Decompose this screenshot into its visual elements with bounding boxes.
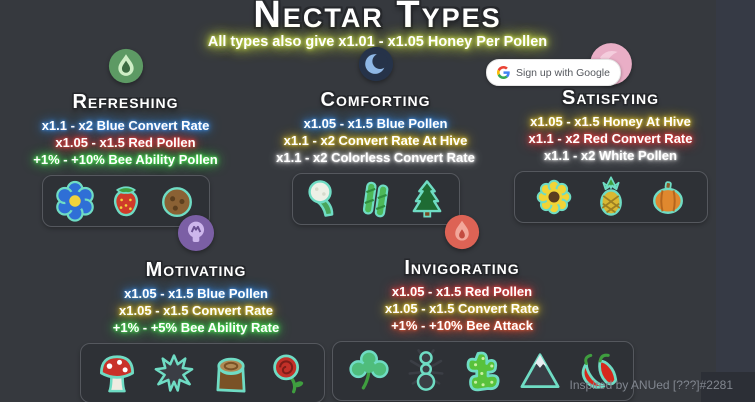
pumpkin-icon [652, 181, 683, 214]
background-strip [716, 0, 755, 402]
google-signup-label: Sign up with Google [516, 66, 610, 79]
section-satisfying: Satisfying x1.05 - x1.5 Honey At Hive x1… [488, 42, 733, 224]
crescent-moon-icon [358, 46, 394, 82]
pine-tree-icon [412, 180, 441, 218]
ant-icon [408, 349, 444, 391]
item-box-satisfying [513, 171, 708, 223]
bamboo-icon [362, 181, 388, 218]
section-motivating: Motivating x1.05 - x1.5 Blue Pollen x1.0… [80, 214, 325, 402]
sunflower-icon [536, 179, 571, 215]
peppers-icon [581, 353, 618, 389]
item-box-comforting [291, 173, 460, 225]
stat-line: +1% - +10% Bee Ability Pollen [33, 152, 218, 167]
section-title-comforting: Comforting [320, 89, 431, 111]
page-subtitle: All types also give x1.01 - x1.05 Honey … [207, 34, 548, 50]
background-corner [701, 372, 755, 402]
flame-icon [444, 214, 480, 250]
spider-icon [154, 354, 194, 392]
stat-line: x1.1 - x2 White Pollen [544, 148, 677, 163]
red-mushroom-icon [100, 355, 134, 393]
stat-line: x1.05 - x1.5 Red Pollen [391, 284, 533, 299]
section-invigorating: Invigorating x1.05 - x1.5 Red Pollen x1.… [332, 214, 634, 401]
stat-line: x1.05 - x1.5 Red Pollen [55, 135, 196, 150]
coconut-icon [161, 187, 192, 218]
stat-line: x1.05 - x1.5 Blue Pollen [303, 116, 448, 131]
stat-line: x1.1 - x2 Red Convert Rate [528, 131, 693, 146]
stat-line: x1.1 - x2 Convert Rate At Hive [283, 133, 468, 148]
clover-icon [349, 350, 389, 390]
strawberry-icon [113, 186, 138, 217]
section-title-satisfying: Satisfying [562, 87, 659, 109]
rose-icon [273, 354, 304, 394]
page-title: Nectar Types [253, 0, 502, 36]
pineapple-icon [599, 176, 622, 216]
stat-line: x1.1 - x2 Colorless Convert Rate [276, 150, 475, 165]
mountain-icon [520, 353, 560, 388]
google-signup-button[interactable]: Sign up with Google [486, 59, 621, 86]
section-title-invigorating: Invigorating [404, 257, 520, 279]
google-logo-icon [497, 66, 510, 79]
stat-line: x1.05 - x1.5 Honey At Hive [530, 114, 691, 129]
stat-line: x1.05 - x1.5 Convert Rate [385, 301, 539, 316]
stat-line: +1% - +5% Bee Ability Rate [112, 320, 280, 335]
lightbulb-icon [177, 214, 215, 252]
stat-line: x1.05 - x1.5 Blue Pollen [124, 286, 268, 301]
section-refreshing: Refreshing x1.1 - x2 Blue Convert Rate x… [8, 48, 243, 228]
stump-icon [216, 357, 246, 393]
stat-line: x1.1 - x2 Blue Convert Rate [41, 118, 210, 133]
stat-line: +1% - +10% Bee Attack [391, 318, 533, 333]
droplet-icon [108, 48, 144, 84]
item-box-refreshing [41, 175, 210, 227]
item-box-motivating [80, 343, 325, 402]
blue-flower-icon [55, 180, 94, 222]
section-title-refreshing: Refreshing [72, 91, 179, 113]
item-box-invigorating [332, 341, 634, 401]
attribution-text: Inspired by ANUed [???]#2281 [569, 378, 733, 392]
section-comforting: Comforting x1.05 - x1.5 Blue Pollen x1.1… [258, 46, 493, 226]
cactus-icon [466, 351, 500, 392]
section-title-motivating: Motivating [145, 259, 247, 281]
stat-line: x1.05 - x1.5 Convert Rate [119, 303, 273, 318]
white-mushroom-icon [307, 180, 333, 217]
